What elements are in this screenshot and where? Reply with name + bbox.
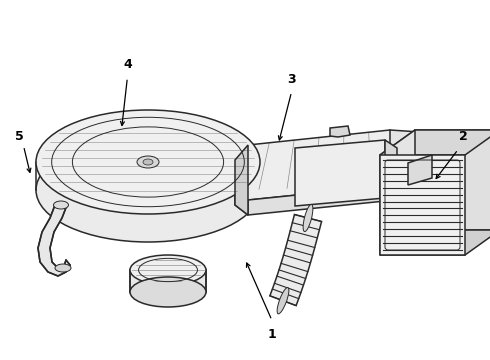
Polygon shape — [380, 130, 490, 155]
Polygon shape — [408, 155, 432, 185]
Ellipse shape — [36, 138, 260, 242]
Ellipse shape — [143, 159, 153, 165]
Polygon shape — [408, 173, 432, 205]
Ellipse shape — [130, 277, 206, 307]
Text: 4: 4 — [123, 58, 132, 71]
Polygon shape — [380, 130, 415, 255]
Ellipse shape — [303, 204, 313, 231]
Polygon shape — [235, 190, 248, 215]
Text: 1: 1 — [268, 328, 276, 341]
Polygon shape — [270, 215, 321, 306]
Polygon shape — [390, 130, 432, 185]
Polygon shape — [380, 155, 465, 255]
Polygon shape — [235, 145, 248, 215]
Polygon shape — [395, 178, 408, 210]
Text: 5: 5 — [15, 130, 24, 143]
Polygon shape — [235, 130, 408, 200]
Ellipse shape — [130, 255, 206, 285]
Polygon shape — [385, 140, 397, 201]
Text: 3: 3 — [287, 73, 296, 86]
Polygon shape — [380, 230, 490, 255]
Polygon shape — [130, 270, 206, 292]
Ellipse shape — [137, 156, 159, 168]
Ellipse shape — [53, 201, 69, 209]
Ellipse shape — [55, 264, 71, 272]
Polygon shape — [38, 205, 70, 276]
Polygon shape — [330, 126, 350, 137]
Polygon shape — [295, 140, 385, 206]
Polygon shape — [415, 130, 490, 230]
Ellipse shape — [277, 288, 289, 314]
Ellipse shape — [36, 110, 260, 214]
Text: 2: 2 — [459, 130, 467, 143]
Polygon shape — [248, 185, 395, 215]
